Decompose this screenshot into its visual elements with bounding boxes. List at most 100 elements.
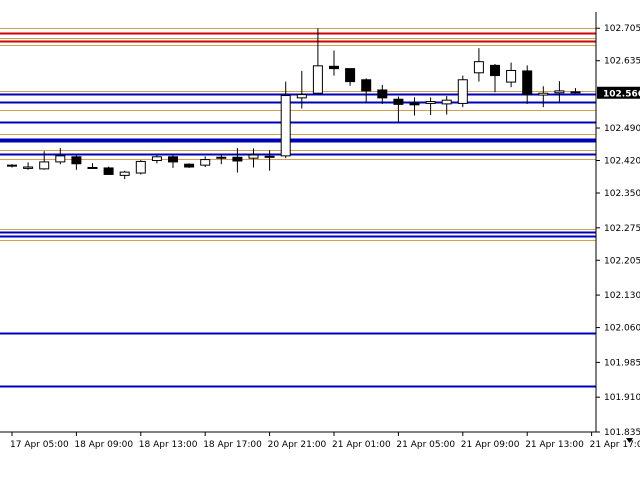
bear-candle-body [490,64,500,77]
bull-candle-body [39,161,50,170]
price-tick-label: 102.205 [604,256,640,266]
time-tick-label: 18 Apr 09:00 [74,440,133,450]
current-price-label: 102.566 [603,89,640,99]
candle [554,81,565,102]
candle [473,48,484,82]
bull-candle-body [200,159,211,166]
time-tick-label: 21 Apr 13:00 [525,440,584,450]
price-tick-label: 102.420 [604,157,640,167]
scroll-arrow-shape [626,438,633,443]
candle [119,170,130,180]
bear-candle-body [184,163,195,168]
candle [377,84,388,104]
bear-candle-body [232,156,243,162]
candle [248,148,259,168]
bear-candle-body [393,98,404,105]
price-tick-label: 102.490 [604,124,640,134]
candle [200,156,211,168]
bear-candle-body [103,167,114,175]
candle [538,86,549,108]
candle [345,68,356,86]
candle [506,62,517,88]
bull-candle-body [473,61,484,74]
candle [296,70,307,109]
price-tick-label: 102.060 [604,324,640,334]
bull-candle-body [425,101,436,104]
time-tick-label: 21 Apr 09:00 [461,440,520,450]
chart-scroll-arrow-icon[interactable] [626,438,633,443]
price-tick-label: 101.910 [604,393,640,403]
candle [329,50,339,76]
current-price-marker: 102.566 [597,86,640,99]
bull-candle-body [441,99,452,105]
bear-candle-body [329,65,339,70]
time-tick-label: 21 Apr 17:00 [590,440,640,450]
bull-candle-body [554,90,565,94]
candle [280,81,291,159]
candle [184,163,195,168]
candle [7,164,17,168]
candle [393,96,404,123]
candle [23,162,34,170]
candle [425,97,436,116]
price-tick-label: 102.635 [604,57,640,67]
bear-candle-body [168,156,178,163]
candle [361,78,372,103]
time-tick-label: 20 Apr 21:00 [268,440,327,450]
bull-candle-body [264,155,275,158]
price-tick-label: 102.705 [604,24,640,34]
candle [441,96,452,115]
time-tick-label: 18 Apr 17:00 [203,440,262,450]
candle [570,88,581,94]
candle [264,150,275,171]
bull-candle-body [506,69,517,83]
bear-candle-body [71,156,82,165]
bull-candle-body [55,155,66,163]
bull-candle-body [538,92,549,96]
bull-candle-body [135,160,146,174]
horizontal-levels [0,28,596,388]
candle [232,147,243,173]
bear-candle-body [409,102,420,106]
bull-candle-body [216,156,227,159]
price-tick-label: 102.130 [604,291,640,301]
current-price-label-bg [597,86,640,99]
time-tick-label: 21 Apr 01:00 [332,440,391,450]
candle [151,154,162,164]
price-tick-label: 102.350 [604,189,640,199]
bull-candle-body [23,166,34,169]
bull-candle-body [248,154,259,159]
candle [103,166,114,175]
time-tick-label: 21 Apr 05:00 [396,440,455,450]
time-axis-ticks: 17 Apr 05:00 18 Apr 09:00 18 Apr 13:00 18 A… [10,432,640,450]
candle [522,65,533,104]
bull-candle-body [280,95,291,157]
bear-candle-body [7,164,17,167]
bull-candle-body [119,171,130,176]
candle [71,155,82,170]
candle [409,97,420,116]
bear-candle-body [87,166,98,169]
candle [55,147,66,165]
candle [168,154,178,168]
candles [7,28,581,180]
price-axis-ticks: 102.705 102.635 102.490 102.420 102.350 102.2… [596,24,640,438]
bull-candle-body [570,91,581,94]
time-tick-label: 18 Apr 13:00 [139,440,198,450]
candle [490,63,500,93]
bear-candle-body [522,70,533,95]
bull-candle-body [312,65,323,94]
bull-candle-body [151,156,162,162]
candle [39,151,50,170]
candle [312,28,323,95]
bull-candle-body [296,94,307,99]
bull-candle-body [457,79,468,104]
bear-candle-body [361,79,372,92]
price-tick-label: 102.275 [604,224,640,234]
bear-candle-body [377,89,388,99]
price-tick-label: 101.835 [604,428,640,438]
time-tick-label: 17 Apr 05:00 [10,440,69,450]
candle [216,154,227,165]
